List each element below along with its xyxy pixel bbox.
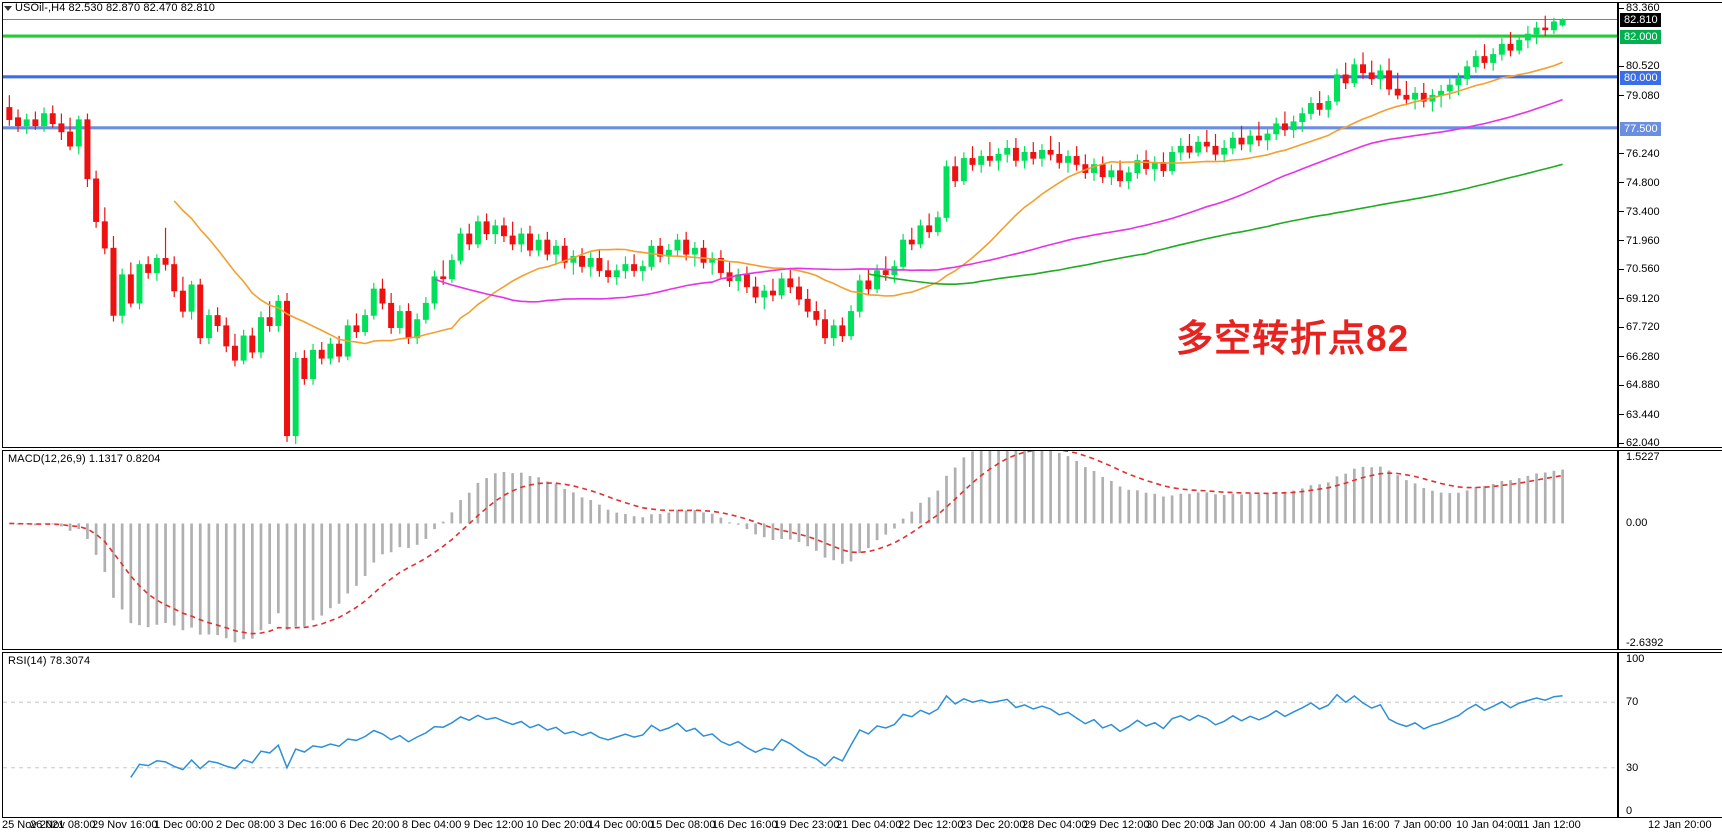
time-axis-label: 5 Jan 16:00 (1332, 819, 1390, 831)
macd-pane[interactable]: MACD(12,26,9) 1.1317 0.8204 (2, 450, 1618, 650)
chart-annotation-text: 多空转折点82 (1176, 318, 1410, 359)
time-axis-label: 28 Dec 04:00 (1022, 819, 1088, 831)
rsi-pane[interactable]: RSI(14) 78.3074 (2, 652, 1618, 818)
macd-scale[interactable]: 1.5227 0.00 -2.6392 (1618, 450, 1722, 650)
macd-chart-canvas[interactable] (3, 451, 1617, 649)
rsi-tick-label: 70 (1626, 696, 1639, 709)
rsi-line (130, 693, 1563, 778)
price-tick-label: 73.400 (1619, 205, 1660, 218)
level-price-badge: 77.500 (1620, 121, 1661, 136)
macd-tick-label: -2.6392 (1626, 637, 1664, 649)
price-tick-label: 79.080 (1619, 90, 1660, 102)
time-axis-label: 10 Dec 20:00 (526, 819, 592, 831)
rsi-scale[interactable]: 100 70 30 0 (1618, 652, 1722, 818)
time-axis-label: 11 Jan 12:00 (1518, 819, 1581, 831)
price-tick-label: 67.720 (1619, 321, 1660, 333)
price-pane[interactable] (2, 2, 1618, 448)
time-axis-label: 22 Dec 12:00 (898, 819, 964, 831)
macd-indicator-label: MACD(12,26,9) 1.1317 0.8204 (8, 453, 161, 465)
time-axis-label: 26 Nov 08:00 (30, 819, 96, 831)
time-axis-label: 9 Dec 12:00 (464, 819, 524, 831)
price-tick-label: 70.560 (1619, 263, 1660, 275)
time-axis-label: 1 Dec 00:00 (154, 819, 214, 831)
time-axis-label: 23 Dec 20:00 (960, 819, 1026, 831)
time-axis-label: 16 Dec 16:00 (712, 819, 778, 831)
time-axis-label: 19 Dec 23:00 (774, 819, 840, 831)
time-axis-label: 3 Jan 00:00 (1208, 819, 1266, 831)
candle-series (6, 15, 1566, 444)
time-axis-label: 8 Dec 04:00 (402, 819, 462, 831)
time-axis-label: 3 Dec 16:00 (278, 819, 338, 831)
price-tick-label: 66.280 (1619, 351, 1660, 363)
rsi-tick-label: 100 (1626, 653, 1645, 665)
price-tick-label: 64.880 (1619, 379, 1660, 391)
current-price-badge: 82.810 (1620, 12, 1661, 27)
time-axis-label: 14 Dec 00:00 (588, 819, 654, 831)
price-tick-label: 69.120 (1619, 293, 1660, 305)
triangle-down-icon[interactable] (4, 6, 12, 11)
price-tick-label: 74.800 (1619, 177, 1660, 189)
macd-tick-label: 0.00 (1626, 517, 1648, 530)
rsi-tick-label: 30 (1626, 761, 1639, 774)
time-axis-label: 2 Dec 08:00 (216, 819, 276, 831)
moving-average-line (173, 61, 1563, 345)
level-price-badge: 82.000 (1620, 30, 1661, 45)
price-tick-label: 76.240 (1619, 148, 1660, 160)
time-axis-label: 10 Jan 04:00 (1456, 819, 1520, 831)
time-axis-label: 7 Jan 00:00 (1394, 819, 1452, 831)
price-tick-label: 62.040 (1619, 437, 1660, 449)
time-axis-label: 6 Dec 20:00 (340, 819, 400, 831)
time-axis-label: 4 Jan 08:00 (1270, 819, 1328, 831)
price-chart-canvas[interactable] (3, 3, 1617, 447)
level-price-badge: 80.000 (1620, 70, 1661, 85)
time-axis-label: 25 Nov 2021 (2, 819, 65, 831)
moving-average-line (868, 163, 1563, 285)
time-axis-label: 29 Dec 12:00 (1084, 819, 1150, 831)
price-scale[interactable]: 83.360 80.520 79.080 76.240 74.800 73.400 71.9… (1618, 2, 1722, 449)
macd-histogram (16, 451, 1564, 643)
price-tick-label: 63.440 (1619, 409, 1660, 421)
time-axis-label: 30 Dec 20:00 (1146, 819, 1212, 831)
symbol-ohlc-label: USOil-,H4 82.530 82.870 82.470 82.810 (15, 2, 216, 14)
time-axis-label: 12 Jan 20:00 (1648, 819, 1712, 831)
rsi-tick-label: 0 (1626, 805, 1633, 817)
price-tick-label: 71.960 (1619, 235, 1660, 247)
price-tick-label: 80.520 (1619, 60, 1660, 72)
time-axis[interactable]: 25 Nov 2021 26 Nov 08:00 29 Nov 16:00 1 Dec… (2, 819, 1722, 838)
macd-signal-line (9, 451, 1563, 635)
time-axis-label: 21 Dec 04:00 (836, 819, 902, 831)
time-axis-label: 29 Nov 16:00 (92, 819, 158, 831)
time-axis-label: 15 Dec 08:00 (650, 819, 716, 831)
price-tick-label: 83.360 (1619, 2, 1660, 14)
rsi-indicator-label: RSI(14) 78.3074 (8, 655, 91, 667)
rsi-chart-canvas[interactable] (3, 653, 1617, 817)
moving-average-line (434, 98, 1563, 303)
macd-tick-label: 1.5227 (1626, 451, 1660, 463)
